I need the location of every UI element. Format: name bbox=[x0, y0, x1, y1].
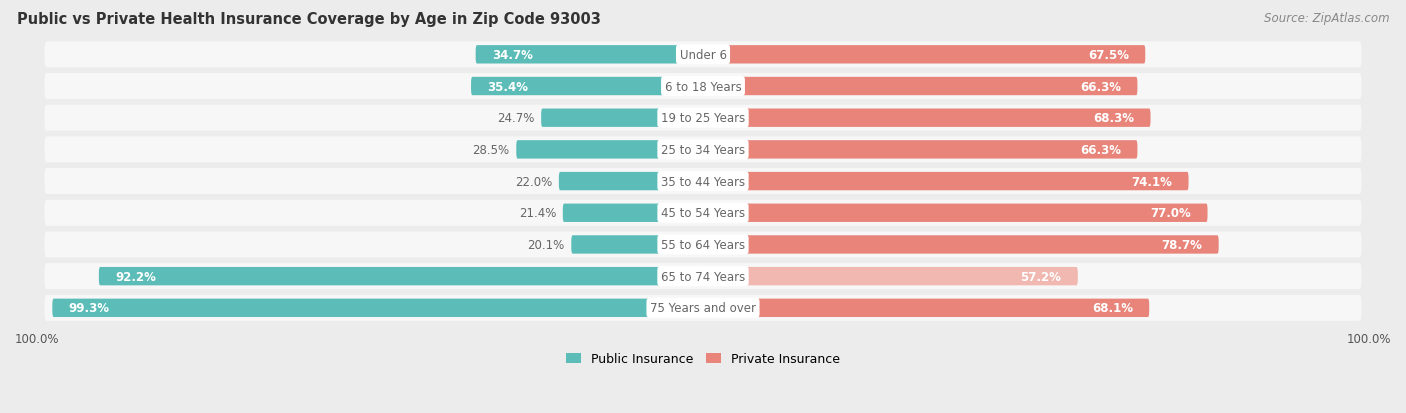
FancyBboxPatch shape bbox=[52, 299, 703, 317]
FancyBboxPatch shape bbox=[541, 109, 703, 128]
Text: 68.3%: 68.3% bbox=[1092, 112, 1135, 125]
Text: 74.1%: 74.1% bbox=[1132, 175, 1173, 188]
Text: 19 to 25 Years: 19 to 25 Years bbox=[661, 112, 745, 125]
FancyBboxPatch shape bbox=[703, 109, 1150, 128]
Text: 100.0%: 100.0% bbox=[15, 332, 59, 345]
Text: 20.1%: 20.1% bbox=[527, 238, 565, 252]
Text: 66.3%: 66.3% bbox=[1080, 144, 1121, 157]
FancyBboxPatch shape bbox=[703, 46, 1146, 64]
Text: 55 to 64 Years: 55 to 64 Years bbox=[661, 238, 745, 252]
FancyBboxPatch shape bbox=[45, 137, 1361, 163]
FancyBboxPatch shape bbox=[703, 267, 1078, 286]
Text: 77.0%: 77.0% bbox=[1150, 207, 1191, 220]
Legend: Public Insurance, Private Insurance: Public Insurance, Private Insurance bbox=[561, 348, 845, 370]
Text: 22.0%: 22.0% bbox=[515, 175, 553, 188]
FancyBboxPatch shape bbox=[45, 200, 1361, 226]
FancyBboxPatch shape bbox=[45, 169, 1361, 195]
Text: 24.7%: 24.7% bbox=[498, 112, 534, 125]
FancyBboxPatch shape bbox=[98, 267, 703, 286]
Text: 25 to 34 Years: 25 to 34 Years bbox=[661, 144, 745, 157]
Text: 34.7%: 34.7% bbox=[492, 49, 533, 62]
Text: 57.2%: 57.2% bbox=[1021, 270, 1062, 283]
FancyBboxPatch shape bbox=[703, 299, 1149, 317]
Text: 6 to 18 Years: 6 to 18 Years bbox=[665, 80, 741, 93]
FancyBboxPatch shape bbox=[45, 263, 1361, 290]
FancyBboxPatch shape bbox=[45, 105, 1361, 131]
Text: 78.7%: 78.7% bbox=[1161, 238, 1202, 252]
Text: 75 Years and over: 75 Years and over bbox=[650, 301, 756, 315]
Text: 35 to 44 Years: 35 to 44 Years bbox=[661, 175, 745, 188]
FancyBboxPatch shape bbox=[471, 78, 703, 96]
Text: 92.2%: 92.2% bbox=[115, 270, 156, 283]
FancyBboxPatch shape bbox=[703, 204, 1208, 223]
FancyBboxPatch shape bbox=[45, 232, 1361, 258]
FancyBboxPatch shape bbox=[562, 204, 703, 223]
FancyBboxPatch shape bbox=[558, 173, 703, 191]
Text: Public vs Private Health Insurance Coverage by Age in Zip Code 93003: Public vs Private Health Insurance Cover… bbox=[17, 12, 600, 27]
Text: 45 to 54 Years: 45 to 54 Years bbox=[661, 207, 745, 220]
FancyBboxPatch shape bbox=[703, 236, 1219, 254]
FancyBboxPatch shape bbox=[45, 295, 1361, 321]
Text: Under 6: Under 6 bbox=[679, 49, 727, 62]
Text: 21.4%: 21.4% bbox=[519, 207, 557, 220]
Text: 100.0%: 100.0% bbox=[1347, 332, 1391, 345]
Text: 35.4%: 35.4% bbox=[488, 80, 529, 93]
FancyBboxPatch shape bbox=[475, 46, 703, 64]
FancyBboxPatch shape bbox=[516, 141, 703, 159]
Text: 99.3%: 99.3% bbox=[69, 301, 110, 315]
Text: 28.5%: 28.5% bbox=[472, 144, 510, 157]
FancyBboxPatch shape bbox=[703, 78, 1137, 96]
Text: 68.1%: 68.1% bbox=[1092, 301, 1133, 315]
Text: 67.5%: 67.5% bbox=[1088, 49, 1129, 62]
FancyBboxPatch shape bbox=[45, 42, 1361, 68]
FancyBboxPatch shape bbox=[703, 141, 1137, 159]
FancyBboxPatch shape bbox=[703, 173, 1188, 191]
Text: 65 to 74 Years: 65 to 74 Years bbox=[661, 270, 745, 283]
FancyBboxPatch shape bbox=[571, 236, 703, 254]
Text: 66.3%: 66.3% bbox=[1080, 80, 1121, 93]
Text: Source: ZipAtlas.com: Source: ZipAtlas.com bbox=[1264, 12, 1389, 25]
FancyBboxPatch shape bbox=[45, 74, 1361, 100]
